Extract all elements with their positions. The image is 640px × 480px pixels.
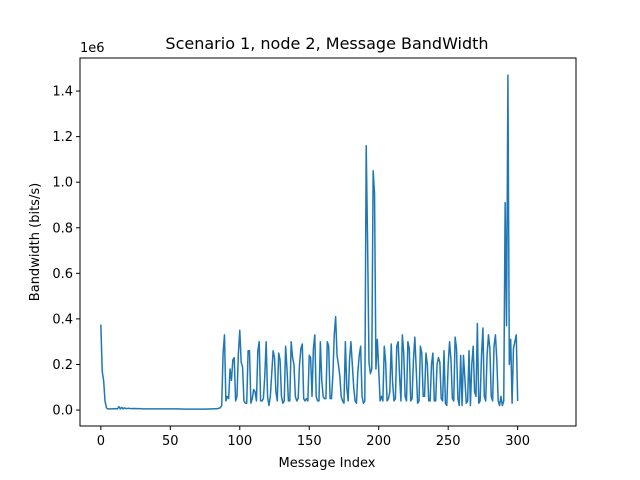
plot-area [100,74,519,410]
series-line-bandwidth [100,74,519,410]
y-tick-label: 1.2 [52,130,73,145]
x-tick-label: 200 [366,434,391,449]
y-tick-label: 1.4 [52,85,73,100]
y-tick-label: 0.6 [52,267,73,282]
y-axis-label: Bandwidth (bits/s) [28,183,43,301]
x-tick-label: 300 [505,434,530,449]
y-tick-label: 0.2 [52,358,73,373]
axes-frame [79,57,577,427]
x-tick-label: 100 [227,434,252,449]
x-tick-label: 0 [97,434,105,449]
x-tick-label: 50 [162,434,179,449]
y-tick-label: 0.0 [52,404,73,419]
y-tick-label: 0.4 [52,312,73,327]
chart-title: Scenario 1, node 2, Message BandWidth [165,34,488,53]
y-offset-text: 1e6 [80,41,105,56]
x-tick-label: 250 [436,434,461,449]
y-axis: 0.0 0.2 0.4 0.6 0.8 1.0 1.2 1.4 [52,85,80,419]
x-tick-label: 150 [297,434,322,449]
y-tick-label: 0.8 [52,221,73,236]
x-axis: 0 50 100 150 200 250 300 [97,426,530,449]
x-axis-label: Message Index [279,456,376,471]
y-tick-label: 1.0 [52,176,73,191]
